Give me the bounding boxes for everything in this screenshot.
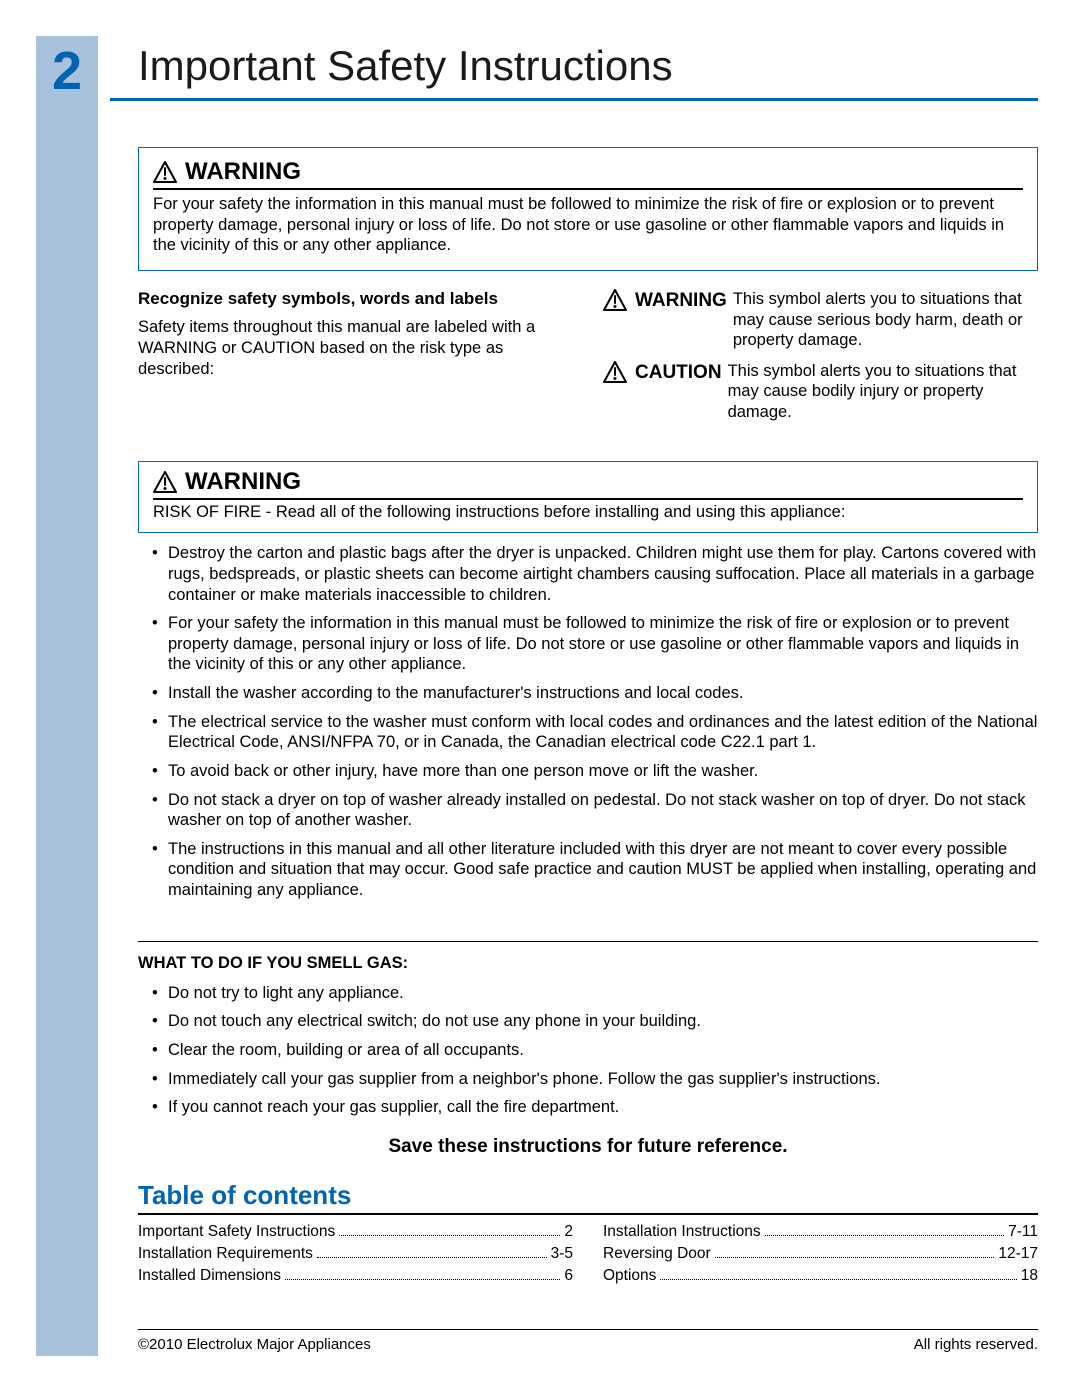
warning-1-header: WARNING [153,158,1023,190]
title-rule [110,98,1038,101]
instruction-bullets: Destroy the carton and plastic bags afte… [138,543,1038,900]
warning-1-label: WARNING [185,158,301,186]
warning-2-label: WARNING [185,468,301,496]
instruction-item: Install the washer according to the manu… [156,683,1038,704]
toc-page: 2 [564,1223,573,1241]
recognize-heading: Recognize safety symbols, words and labe… [138,289,573,309]
toc-page: 3-5 [551,1245,573,1263]
toc-dots [339,1235,560,1236]
warning-icon [153,161,177,183]
warning-box-1: WARNING For your safety the information … [138,147,1038,271]
toc-row: Installed Dimensions 6 [138,1267,573,1285]
warning-2-header: WARNING [153,468,1023,500]
toc-label: Installed Dimensions [138,1267,281,1285]
symbol-warning-text: This symbol alerts you to situations tha… [733,289,1038,351]
warning-icon [153,471,177,493]
toc-label: Installation Instructions [603,1223,761,1241]
toc-row: Installation Requirements 3-5 [138,1245,573,1263]
toc-label: Reversing Door [603,1245,711,1263]
page-footer: ©2010 Electrolux Major Appliances All ri… [138,1329,1038,1353]
toc-columns: Important Safety Instructions 2 Installati… [138,1223,1038,1289]
warning-2-body: RISK OF FIRE - Read all of the following… [153,502,1023,523]
page-title: Important Safety Instructions [110,42,1038,90]
toc-dots [285,1279,560,1280]
symbol-caution-label-text: CAUTION [635,362,722,384]
toc-page: 6 [564,1267,573,1285]
toc-label: Important Safety Instructions [138,1223,335,1241]
caution-icon [603,361,627,383]
toc-label: Options [603,1267,656,1285]
toc-page: 18 [1021,1267,1038,1285]
instruction-item: Destroy the carton and plastic bags afte… [156,543,1038,605]
gas-heading: WHAT TO DO IF YOU SMELL GAS: [138,954,1038,973]
gas-item: Do not try to light any appliance. [156,983,1038,1004]
toc-row: Reversing Door 12-17 [603,1245,1038,1263]
warning-icon [603,289,627,311]
page-number-sidebar [36,36,98,1356]
toc-page: 7-11 [1008,1223,1038,1241]
toc-label: Installation Requirements [138,1245,313,1263]
toc-row: Important Safety Instructions 2 [138,1223,573,1241]
gas-item: Do not touch any electrical switch; do n… [156,1011,1038,1032]
symbol-caution-label: CAUTION [603,361,722,423]
toc-row: Installation Instructions 7-11 [603,1223,1038,1241]
gas-bullets: Do not try to light any appliance. Do not… [138,983,1038,1118]
instruction-item: For your safety the information in this … [156,613,1038,675]
toc-dots [715,1257,995,1258]
gas-item: If you cannot reach your gas supplier, c… [156,1097,1038,1118]
symbols-column: WARNING This symbol alerts you to situat… [603,289,1038,433]
recognize-column: Recognize safety symbols, words and labe… [138,289,573,433]
toc-page: 12-17 [998,1245,1038,1263]
main-content: Important Safety Instructions WARNING Fo… [110,36,1038,1359]
gas-item: Clear the room, building or area of all … [156,1040,1038,1061]
warning-box-2: WARNING RISK OF FIRE - Read all of the f… [138,461,1038,534]
toc-dots [765,1235,1004,1236]
symbol-warning-label-text: WARNING [635,290,727,312]
gas-item: Immediately call your gas supplier from … [156,1069,1038,1090]
save-instructions: Save these instructions for future refer… [138,1136,1038,1158]
instruction-item: To avoid back or other injury, have more… [156,761,1038,782]
divider [138,941,1038,942]
toc-right-column: Installation Instructions 7-11 Reversing D… [603,1223,1038,1289]
footer-rights: All rights reserved. [914,1336,1038,1353]
toc-heading: Table of contents [138,1180,1038,1215]
symbol-caution-text: This symbol alerts you to situations tha… [728,361,1038,423]
symbol-warning-label: WARNING [603,289,727,351]
warning-1-body: For your safety the information in this … [153,194,1023,256]
footer-copyright: ©2010 Electrolux Major Appliances [138,1336,371,1353]
toc-left-column: Important Safety Instructions 2 Installati… [138,1223,573,1289]
toc-dots [317,1257,547,1258]
instruction-item: The electrical service to the washer mus… [156,712,1038,753]
page-number: 2 [36,40,98,102]
recognize-body: Safety items throughout this manual are … [138,317,573,379]
instruction-item: Do not stack a dryer on top of washer al… [156,790,1038,831]
toc-dots [660,1279,1016,1280]
instruction-item: The instructions in this manual and all … [156,839,1038,901]
toc-row: Options 18 [603,1267,1038,1285]
